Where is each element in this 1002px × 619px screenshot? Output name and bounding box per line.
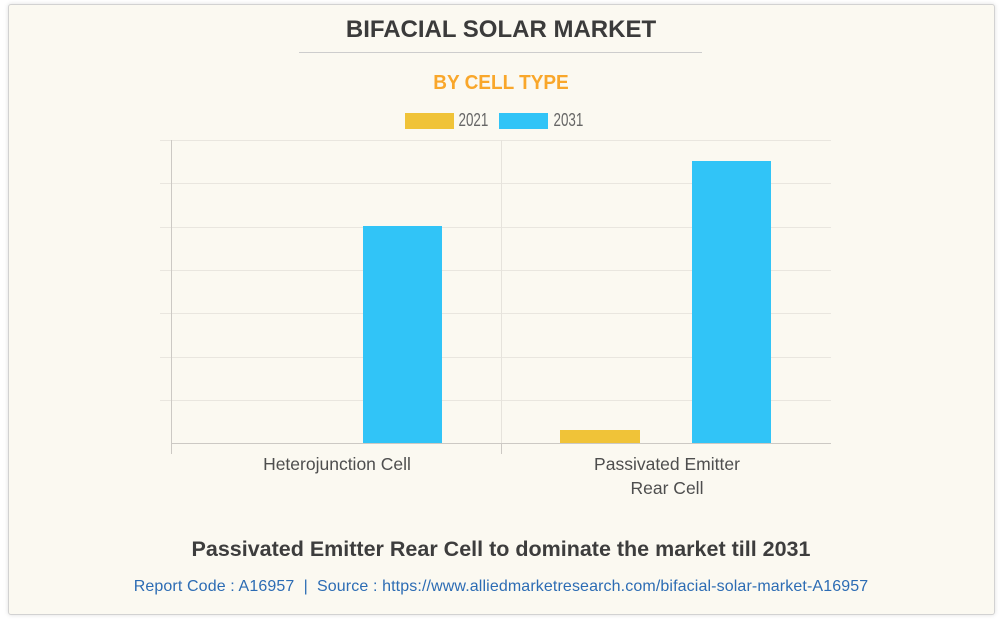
svg-text:2021: 2021 [459, 109, 489, 130]
svg-text:2031: 2031 [554, 109, 584, 130]
